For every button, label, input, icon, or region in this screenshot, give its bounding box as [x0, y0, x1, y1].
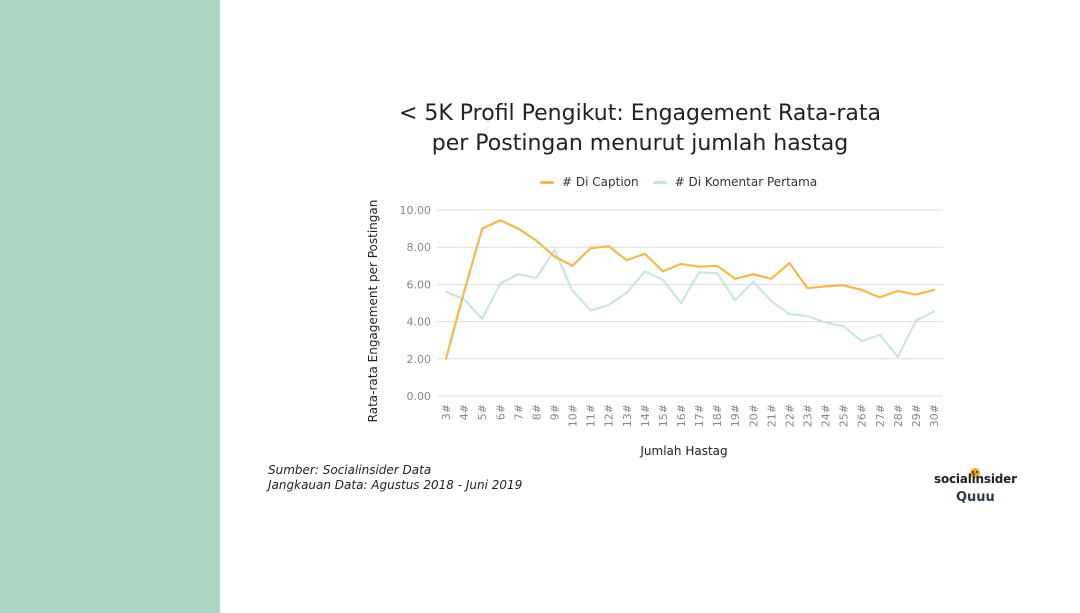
x-tick-label: 3# — [440, 404, 453, 420]
logo-socialinsider: socialinsider — [934, 472, 1017, 486]
x-tick-label: 27# — [874, 404, 887, 427]
x-tick-label: 21# — [765, 404, 778, 427]
x-tick-label: 25# — [838, 404, 851, 427]
logo-quuu: Quuu — [956, 490, 995, 505]
logo-face-icon — [970, 468, 980, 478]
legend-label-first-comment: # Di Komentar Pertama — [674, 175, 818, 189]
x-tick-label: 29# — [910, 404, 923, 427]
x-tick-label: 17# — [693, 404, 706, 427]
legend-item-first-comment: # Di Komentar Pertama — [652, 175, 818, 189]
source-line-1: Sumber: Socialinsider Data — [268, 463, 432, 477]
x-tick-label: 24# — [820, 404, 833, 427]
series-line-caption — [444, 219, 936, 360]
chart-legend: # Di Caption # Di Komentar Pertama — [540, 173, 831, 191]
x-tick-label: 30# — [928, 404, 941, 427]
x-tick-label: 18# — [711, 404, 724, 427]
x-tick-label: 12# — [603, 404, 616, 427]
x-tick-label: 9# — [548, 404, 561, 420]
source-line-2: Jangkauan Data: Agustus 2018 - Juni 2019 — [268, 478, 523, 492]
x-tick-label: 14# — [639, 404, 652, 427]
x-tick-label: 26# — [856, 404, 869, 427]
x-tick-label: 10# — [567, 404, 580, 427]
x-tick-label: 20# — [747, 404, 760, 427]
y-tick-label: 8.00 — [407, 241, 432, 254]
line-chart: 0.00 2.00 4.00 6.00 8.00 10.00 3# 4# 5# 6# 7# 8# 9# 1… — [366, 200, 943, 458]
x-tick-label: 15# — [657, 404, 670, 427]
x-tick-label: 6# — [494, 404, 507, 420]
x-axis-title: Jumlah Hastag — [639, 444, 727, 458]
x-tick-label: 23# — [801, 404, 814, 427]
y-tick-label: 2.00 — [407, 353, 432, 366]
source-note: Sumber: Socialinsider Data Jangkauan Dat… — [268, 463, 522, 493]
legend-swatch-caption — [540, 180, 554, 184]
x-tick-label: 22# — [783, 404, 796, 427]
x-tick-label: 28# — [892, 404, 905, 427]
x-tick-label: 5# — [476, 404, 489, 420]
series-line-first-comment — [444, 248, 936, 358]
legend-label-caption: # Di Caption — [562, 175, 639, 189]
side-panel — [0, 0, 220, 613]
x-tick-label: 19# — [729, 404, 742, 427]
x-tick-label: 8# — [530, 404, 543, 420]
legend-item-caption: # Di Caption — [540, 175, 639, 189]
brand-logo: socialinsider Quuu — [934, 466, 1024, 506]
y-tick-label: 6.00 — [407, 278, 432, 291]
x-tick-label: 4# — [458, 404, 471, 420]
x-tick-label: 16# — [675, 404, 688, 427]
y-tick-label: 4.00 — [407, 316, 432, 329]
y-tick-label: 0.00 — [407, 390, 432, 403]
x-tick-label: 7# — [512, 404, 525, 420]
y-axis-title: Rata-rata Engagement per Postingan — [366, 200, 380, 423]
x-tick-label: 13# — [621, 404, 634, 427]
legend-swatch-first-comment — [652, 180, 667, 184]
x-tick-label: 11# — [585, 404, 598, 427]
chart-title: < 5K Profil Pengikut: Engagement Rata-ra… — [330, 99, 950, 159]
chart-title-line-1: < 5K Profil Pengikut: Engagement Rata-ra… — [398, 101, 882, 126]
y-tick-label: 10.00 — [400, 204, 432, 217]
chart-title-line-2: per Postingan menurut jumlah hastag — [431, 131, 849, 156]
